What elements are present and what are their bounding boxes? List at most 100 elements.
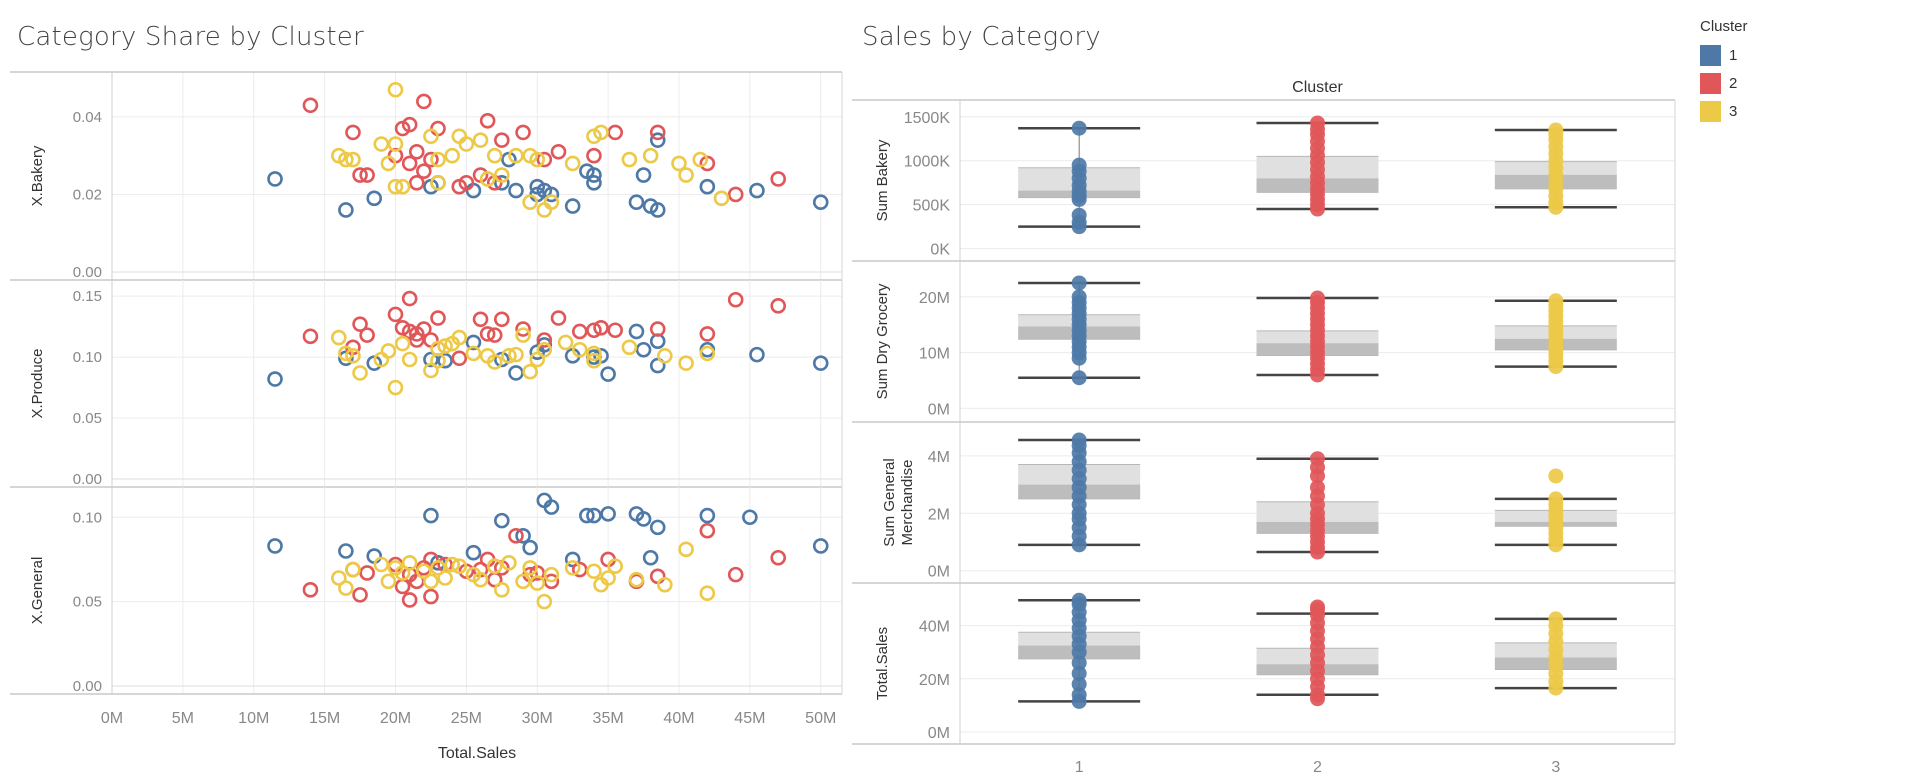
y-tick-label: 1000K (904, 154, 951, 171)
scatter-point-cluster-3 (330, 329, 347, 346)
box-point-cluster-2 (1310, 115, 1325, 131)
scatter-point-cluster-1 (564, 198, 581, 214)
scatter-point-cluster-1 (465, 544, 482, 561)
scatter-panel-1: 0.00 0.02 0.04 X.Bakery (10, 72, 842, 281)
scatter-point-cluster-3 (564, 155, 581, 172)
scatter-point-cluster-1 (642, 549, 659, 566)
scatter-point-cluster-3 (586, 345, 602, 362)
box-point-cluster-3 (1548, 293, 1564, 309)
y-tick-label: 0.10 (73, 509, 102, 526)
legend-item-1[interactable]: 1 (1700, 41, 1748, 69)
scatter-point-cluster-2 (352, 316, 368, 332)
y-tick-label: 0.10 (73, 349, 102, 366)
scatter-point-cluster-2 (458, 175, 475, 191)
scatter-point-cluster-2 (345, 124, 361, 141)
scatter-point-cluster-2 (770, 171, 787, 187)
y-tick-label: 0M (928, 725, 950, 742)
y-axis-label: X.General (29, 557, 46, 625)
y-tick-label: 0.00 (73, 264, 102, 281)
scatter-point-cluster-2 (408, 175, 425, 191)
scatter-point-cluster-3 (494, 167, 510, 183)
scatter-point-cluster-3 (345, 348, 361, 364)
legend-item-3[interactable]: 3 (1700, 97, 1748, 125)
scatter-point-cluster-3 (416, 563, 432, 580)
scatter-point-cluster-3 (692, 151, 709, 168)
scatter-point-cluster-2 (571, 561, 588, 578)
scatter-point-cluster-3 (338, 580, 354, 596)
scatter-point-cluster-2 (302, 328, 319, 345)
x-tick-label: 30M (522, 710, 553, 727)
y-tick-label: 0K (930, 242, 950, 259)
box-point-cluster-1 (1071, 432, 1087, 448)
scatter-point-cluster-1 (366, 190, 383, 207)
scatter-point-cluster-3 (529, 151, 546, 168)
legend-item-2[interactable]: 2 (1700, 69, 1748, 97)
scatter-point-cluster-3 (593, 124, 609, 141)
box-panel-4: 0M 20M 40M Total.Sales (852, 583, 1675, 745)
y-tick-label: 0.05 (73, 594, 102, 611)
scatter-point-cluster-3 (472, 571, 489, 588)
scatter-point-cluster-1 (543, 186, 560, 203)
scatter-point-cluster-2 (416, 93, 432, 110)
y-tick-label: 0M (928, 564, 950, 581)
x-tick-label: 35M (593, 710, 624, 727)
scatter-point-cluster-2 (423, 588, 439, 605)
scatter-point-cluster-3 (536, 341, 553, 358)
scatter-point-cluster-3 (543, 566, 560, 583)
x-tick-label: 10M (238, 710, 269, 727)
box-panel-2: 0M 10M 20M Sum Dry Grocery (852, 261, 1675, 423)
legend-label-1: 1 (1729, 46, 1738, 64)
scatter-point-cluster-2 (770, 298, 787, 314)
scatter-point-cluster-3 (437, 338, 453, 354)
scatter-point-cluster-3 (330, 570, 347, 586)
x-tick-label: 0M (101, 710, 123, 727)
scatter-point-cluster-3 (536, 593, 553, 610)
legend-swatch-1 (1700, 44, 1721, 66)
y-tick-label: 0.02 (73, 186, 102, 203)
right-chart-title: Sales by Category (862, 22, 1101, 52)
scatter-point-cluster-2 (649, 124, 666, 141)
scatter-point-cluster-3 (486, 558, 503, 574)
scatter-point-cluster-2 (401, 116, 418, 133)
y-axis-label: Sum GeneralMerchandise (881, 458, 916, 546)
scatter-point-cluster-3 (486, 147, 503, 164)
scatter-point-cluster-2 (302, 97, 319, 114)
scatter-point-cluster-1 (543, 499, 560, 515)
scatter-point-cluster-2 (472, 311, 489, 328)
scatter-point-cluster-1 (267, 171, 283, 187)
y-tick-label: 1500K (904, 110, 951, 127)
scatter-point-cluster-3 (345, 561, 361, 578)
scatter-point-cluster-1 (586, 507, 602, 524)
scatter-point-cluster-2 (494, 132, 510, 148)
y-tick-label: 0.00 (73, 471, 102, 488)
scatter-point-cluster-2 (586, 322, 602, 339)
scatter-point-cluster-2 (401, 290, 418, 307)
box-point-cluster-3 (1548, 468, 1564, 484)
scatter-point-cluster-1 (635, 341, 652, 358)
scatter-point-cluster-2 (770, 549, 787, 566)
y-axis-label: X.Produce (29, 348, 46, 418)
scatter-point-cluster-1 (749, 182, 765, 199)
scatter-point-cluster-3 (423, 128, 439, 145)
box-panel-3: 0M 2M 4M Sum GeneralMerchandise (852, 422, 1675, 584)
y-tick-label: 0.00 (73, 678, 102, 695)
box-point-cluster-1 (1071, 655, 1087, 671)
scatter-point-cluster-3 (657, 348, 673, 364)
scatter-point-cluster-3 (699, 585, 716, 601)
scatter-point-cluster-1 (812, 355, 829, 371)
scatter-point-cluster-1 (812, 538, 829, 554)
scatter-point-cluster-2 (352, 587, 368, 603)
scatter-point-cluster-3 (387, 379, 404, 396)
y-axis-label: Sum Dry Grocery (874, 283, 891, 399)
box-point-cluster-3 (1548, 122, 1564, 138)
scatter-point-cluster-3 (486, 354, 503, 370)
scatter-point-cluster-2 (401, 155, 418, 172)
scatter-point-cluster-3 (699, 345, 716, 362)
scatter-point-cluster-3 (479, 171, 496, 187)
scatter-point-cluster-1 (649, 202, 666, 218)
box-point-cluster-1 (1071, 120, 1087, 136)
y-tick-label: 2M (928, 506, 950, 523)
scatter-point-cluster-3 (508, 346, 524, 363)
x-tick-label: 5M (172, 710, 194, 727)
legend-label-2: 2 (1729, 74, 1738, 92)
